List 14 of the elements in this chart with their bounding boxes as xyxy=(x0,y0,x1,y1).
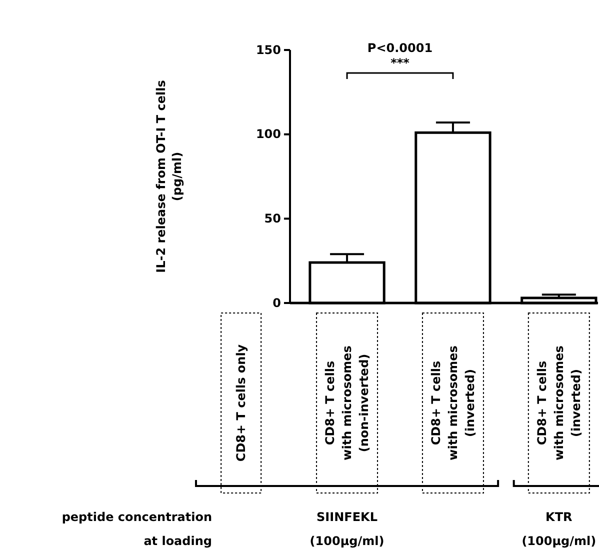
y-tick-label: 100 xyxy=(256,127,281,142)
y-axis-title: IL-2 release from OT-I T cells (pg/ml) xyxy=(154,80,184,273)
text: KTR (100µg/ml) xyxy=(522,510,596,548)
y-tick-label: 150 xyxy=(256,42,281,57)
x-tick-label: CD8+ T cells with microsomes (inverted) xyxy=(534,346,583,460)
x-tick-label: CD8+ T cells with microsomes (inverted) xyxy=(428,346,477,460)
y-tick-label: 50 xyxy=(264,212,281,226)
text: SIINFEKL (100µg/ml) xyxy=(310,510,384,548)
x-tick-label: CD8+ T cells with microsomes (non-inverted) xyxy=(323,346,372,460)
x-tick-label: CD8+ T cells only xyxy=(234,344,248,462)
y-tick-label: 0 xyxy=(272,296,281,310)
annotation: P<0.0001 xyxy=(367,41,433,55)
annotation: *** xyxy=(390,56,410,70)
text: peptide concentration at loading xyxy=(62,510,212,548)
